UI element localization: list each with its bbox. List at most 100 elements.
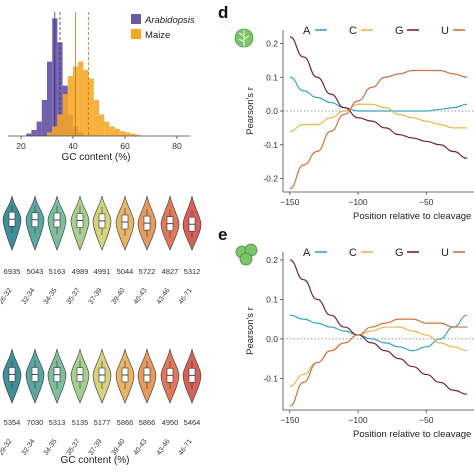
hist-bar-arabidopsis — [47, 61, 53, 136]
hist-bar-maize — [88, 78, 94, 136]
violin-category-label: 35-37 — [66, 287, 82, 306]
hist-bar-maize — [99, 114, 105, 136]
series-line-C — [289, 326, 468, 387]
series-line-G — [289, 36, 468, 159]
hist-tick-label: 60 — [120, 141, 130, 151]
legend-label-G: G — [395, 25, 404, 37]
y-tick-label: 0.1 — [266, 72, 278, 82]
violin-category-label: 40-43 — [133, 287, 149, 306]
series-line-G — [289, 259, 468, 395]
violin-category-label: 32-34 — [21, 287, 37, 306]
violin-count: 5312 — [184, 267, 201, 276]
legend-label-C: C — [349, 247, 357, 259]
hist-bar-maize — [62, 94, 68, 136]
violins-bottom: 5354 29-32 7030 32-34 5313 34-35 5135 35-37 5177… — [0, 348, 202, 457]
y-axis-label: Pearson's r — [245, 87, 256, 135]
legend-label-U: U — [441, 25, 449, 37]
hist-bar-maize — [119, 131, 125, 136]
violin-category-label: 39-40 — [111, 287, 127, 306]
legend-label-arabidopsis: Arabidopsis — [144, 15, 195, 26]
hist-bar-maize — [52, 126, 58, 136]
violin-count: 4989 — [72, 267, 89, 276]
hist-bar-maize — [93, 100, 99, 136]
violin-count: 7030 — [27, 418, 44, 427]
y-tick-label: 0.2 — [266, 39, 278, 49]
y-tick-label: 0.0 — [266, 106, 278, 116]
violin-category-label: 39-40 — [111, 438, 127, 457]
violin-count: 5464 — [184, 418, 201, 427]
legend-label-A: A — [303, 247, 311, 259]
hist-bar-maize — [78, 61, 84, 136]
series-line-A — [289, 76, 468, 112]
y-tick-label: -0.2 — [263, 174, 278, 184]
legend-label-maize: Maize — [145, 30, 170, 41]
violin-count: 5044 — [117, 267, 134, 276]
leaf-icon — [234, 28, 254, 48]
series-line-U — [289, 69, 468, 190]
panel-d-chart: -0.2 -0.1 0.0 0.1 0.2 −150 −100 −50 Position rel… — [245, 25, 474, 222]
violin-category-label: 35-37 — [66, 438, 82, 457]
legend-label-G: G — [395, 247, 404, 259]
y-axis-label: Pearson's r — [245, 307, 256, 355]
hist-tick-label: 40 — [68, 141, 78, 151]
violin-x-label: GC content (%) — [61, 455, 130, 466]
violin-count: 5354 — [4, 418, 21, 427]
violin-category-label: 32-34 — [21, 438, 37, 457]
hist-x-ticks: 20 40 60 80 — [16, 136, 182, 151]
violin-count: 4991 — [94, 267, 111, 276]
hist-bar-maize — [125, 132, 131, 136]
hist-bar-arabidopsis — [36, 121, 42, 136]
legend-swatch-maize — [131, 29, 141, 39]
y-tick-label: 0.0 — [266, 334, 278, 344]
hist-bar-maize — [109, 126, 115, 136]
hist-bar-maize — [83, 70, 89, 136]
violin-count: 5163 — [49, 267, 66, 276]
x-tick-label: −150 — [280, 415, 299, 425]
hist-x-label: GC content (%) — [62, 152, 131, 163]
legend-label-U: U — [441, 247, 449, 259]
violin-category-label: 43-46 — [156, 438, 172, 457]
violin-count: 5866 — [139, 418, 156, 427]
violin-count: 4950 — [162, 418, 179, 427]
x-axis-label: Position relative to cleavage si — [353, 211, 474, 222]
hist-bar-maize — [130, 133, 136, 136]
x-axis-label: Position relative to cleavage si — [353, 429, 474, 440]
violin-category-label: 34-35 — [43, 287, 59, 306]
violin-count: 5313 — [49, 418, 66, 427]
hist-bar-arabidopsis — [31, 130, 37, 136]
hist-bar-maize — [135, 134, 141, 136]
algae-cells-icon — [235, 243, 258, 266]
hist-bar-arabidopsis — [26, 133, 32, 136]
violin-category-label: 37-39 — [88, 287, 104, 306]
hist-bar-arabidopsis — [41, 100, 47, 136]
x-tick-label: −100 — [348, 415, 367, 425]
series-line-U — [289, 318, 468, 407]
y-tick-label: 0.1 — [266, 294, 278, 304]
legend-swatch-arabidopsis — [131, 14, 141, 24]
y-tick-label: -0.1 — [263, 140, 278, 150]
legend-label-C: C — [349, 25, 357, 37]
series-line-C — [289, 103, 468, 132]
gc-histogram — [26, 12, 141, 136]
violin-count: 5043 — [27, 267, 44, 276]
hist-tick-label: 20 — [16, 141, 26, 151]
violin-category-label: 37-39 — [88, 438, 104, 457]
x-tick-label: −50 — [419, 197, 434, 207]
x-tick-label: −150 — [280, 197, 299, 207]
violin-category-label: 26-32 — [0, 287, 14, 306]
histogram-legend: Arabidopsis Maize — [131, 14, 195, 41]
x-tick-label: −50 — [419, 415, 434, 425]
violin-category-label: 43-46 — [156, 287, 172, 306]
y-tick-label: -0.1 — [263, 373, 278, 383]
violin-category-label: 34-35 — [43, 438, 59, 457]
violin-count: 6935 — [4, 267, 21, 276]
series-line-A — [289, 314, 468, 352]
hist-bar-maize — [57, 114, 63, 136]
violin-count: 5866 — [117, 418, 134, 427]
violin-count: 5177 — [94, 418, 111, 427]
x-tick-label: −100 — [348, 197, 367, 207]
hist-tick-label: 80 — [172, 141, 182, 151]
violin-category-label: 29-32 — [0, 438, 14, 457]
violin-count: 5135 — [72, 418, 89, 427]
